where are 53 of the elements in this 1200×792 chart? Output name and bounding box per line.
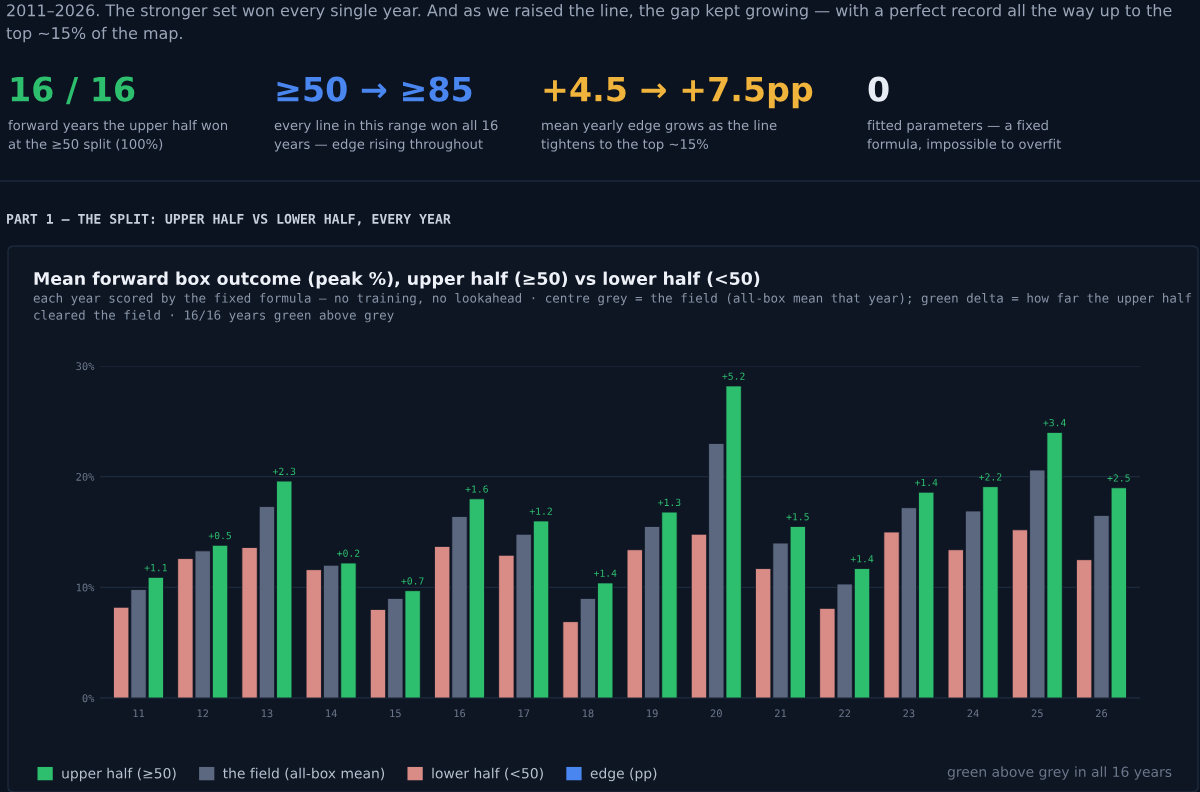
legend-label: the field (all-box mean) (223, 767, 385, 781)
x-tick-label: 18 (582, 709, 594, 718)
annotation: +3.4 (1043, 419, 1066, 427)
x-tick-label: 19 (647, 709, 658, 718)
x-tick-label: 14 (326, 709, 337, 718)
y-tick-label: 30% (76, 362, 95, 371)
x-tick-label: 13 (261, 709, 273, 718)
y-tick-label: 0% (82, 694, 95, 703)
annotation: +0.2 (337, 549, 360, 557)
x-tick-label: 25 (1031, 709, 1043, 718)
chart-subtitle: each year scored by the fixed formula — no training, no lookahead · centre grey = the field (all-box mean that year); green delta = how far the upper half cleared the field · 16/16 years green above grey (33, 293, 1191, 323)
x-tick-label: 24 (967, 709, 979, 718)
x-tick-label: 15 (390, 709, 401, 718)
x-tick-label: 11 (133, 709, 145, 718)
x-tick-label: 21 (775, 709, 787, 718)
chart-title: Mean forward box outcome (peak %), upper half (≥50) vs lower half (<50) (34, 271, 760, 289)
text: every line in this range won all 16 years — edge rising throughout (274, 120, 498, 152)
text: ≥50 → ≥85 (277, 76, 472, 102)
annotation: +1.4 (850, 555, 874, 563)
annotation: +5.2 (722, 372, 745, 380)
x-tick-label: 16 (454, 709, 466, 718)
x-tick-label: 22 (839, 709, 851, 718)
annotation: +0.5 (208, 531, 231, 540)
x-tick-label: 23 (903, 709, 915, 718)
x-tick-label: 12 (197, 709, 209, 718)
text: fitted parameters — a fixed formula, impossible to overfit (867, 120, 1062, 152)
annotation: +1.4 (914, 478, 938, 486)
annotation: +1.5 (786, 513, 809, 521)
text: mean yearly edge grows as the line tightens to the top ~15% (541, 120, 777, 152)
text: +4.5 → +7.5pp (544, 76, 813, 109)
annotation: +1.3 (658, 498, 681, 507)
text: PART 1 — THE SPLIT: UPPER HALF VS LOWER HALF, EVERY YEAR (7, 213, 451, 226)
legend-label: lower half (<50) (432, 767, 543, 781)
annotation: +1.1 (144, 564, 167, 572)
text: forward years the upper half won at the ≥50 split (100%) (8, 120, 228, 152)
annotation: +2.3 (272, 467, 296, 476)
annotation: +1.6 (465, 485, 488, 493)
x-tick-label: 26 (1095, 709, 1108, 718)
annotation: +2.2 (979, 473, 1002, 481)
x-tick-label: 17 (518, 709, 530, 718)
annotation: +1.2 (529, 507, 552, 515)
legend-label: upper half (≥50) (62, 767, 176, 782)
y-tick-label: 10% (76, 583, 95, 592)
y-tick-label: 20% (76, 472, 95, 481)
x-tick-label: 20 (710, 709, 722, 718)
annotation: +2.5 (1107, 474, 1130, 482)
text: 2011–2026. The stronger set won every single year. And as we raised the line, the gap kept growing — with a perfect record all the way up to the top ~15% of the map. (6, 4, 1172, 43)
text: 0 (868, 76, 889, 102)
annotation: +0.7 (401, 577, 424, 585)
legend-label: edge (pp) (590, 767, 657, 782)
annotation: +1.4 (593, 569, 617, 577)
text: 16 / 16 (11, 76, 135, 105)
text: green above grey in all 16 years (947, 766, 1172, 780)
